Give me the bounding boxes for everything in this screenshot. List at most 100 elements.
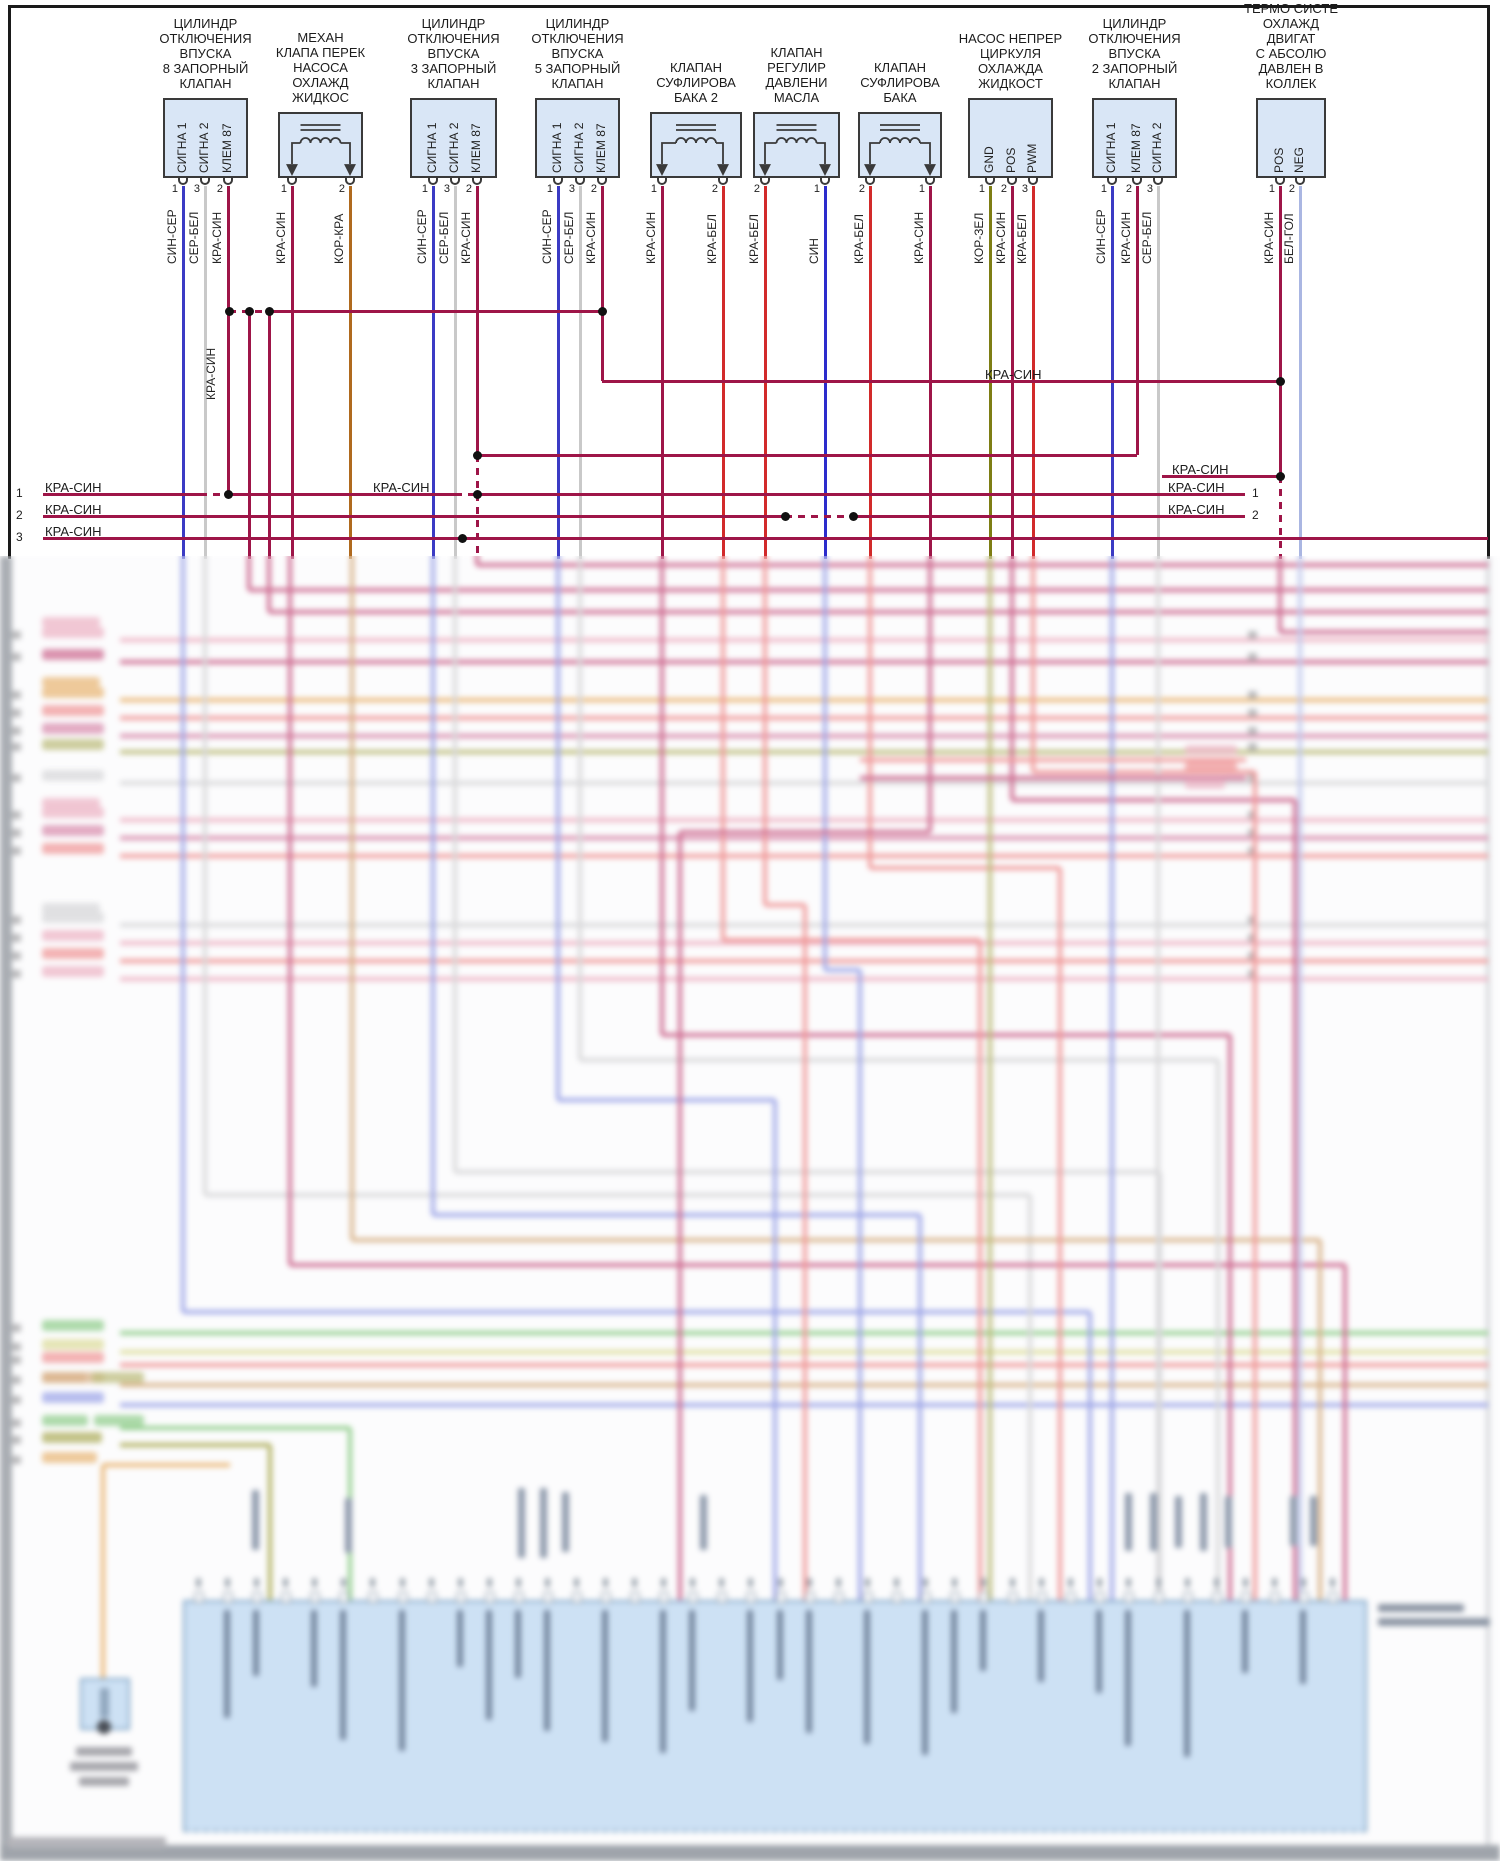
connector-claw-icon xyxy=(1028,178,1038,185)
pin-label: КЛЕМ 87 xyxy=(220,123,234,173)
ecu-pin-number-blurred xyxy=(428,1578,434,1587)
wire-blurred xyxy=(858,970,862,1604)
wire-blurred xyxy=(268,1445,272,1604)
connector-claw-icon xyxy=(1153,178,1163,185)
connector-claw-icon xyxy=(1007,178,1017,185)
ecu-pin-bump xyxy=(1269,1591,1280,1603)
component-title: ОХЛАЖД xyxy=(1262,16,1320,31)
frame-right-blurred xyxy=(1486,556,1490,1845)
component-title: МЕХАН xyxy=(297,30,344,45)
pin-wire-label-blurred xyxy=(1200,1493,1207,1551)
bus-wire-segment xyxy=(43,492,200,496)
junction-dot xyxy=(472,489,482,499)
ecu-pin-number-blurred xyxy=(515,1578,521,1587)
wire-label-chip-blurred xyxy=(42,807,104,818)
sensor-inner-symbol xyxy=(100,1688,109,1718)
component-title: ЦИРКУЛЯ xyxy=(979,46,1042,61)
wire-label-chip-blurred xyxy=(42,1432,102,1443)
wire-color-label: БЕЛ-ГОЛ xyxy=(1282,213,1296,264)
pin-label: СИГНА 2 xyxy=(447,122,461,173)
wire-label-chip-blurred xyxy=(42,966,104,977)
ecu-pin-label-blurred xyxy=(747,1610,754,1722)
ecu-pin-number-blurred xyxy=(283,1578,289,1587)
ecu-pin-label-blurred xyxy=(1183,1610,1190,1757)
wire-label-chip-blurred xyxy=(42,798,100,808)
wire-blurred xyxy=(1318,1240,1322,1604)
bus-wire-blurred xyxy=(120,781,1488,785)
wire-segment xyxy=(348,186,352,559)
junction-dot xyxy=(780,511,790,521)
bus-wire-segment xyxy=(602,379,1280,383)
ecu-pin-bump xyxy=(194,1591,204,1603)
ecu-pin-label-blurred xyxy=(863,1610,870,1744)
connector-claw-icon xyxy=(1107,178,1117,185)
pin-label: СИГНА 2 xyxy=(197,122,211,173)
ecu-pin-number-blurred xyxy=(225,1578,231,1587)
ecu-pin-number-blurred xyxy=(1126,1578,1132,1587)
ecu-pin-number-blurred xyxy=(922,1578,928,1587)
component-title: ОХЛАЖДА xyxy=(978,61,1043,76)
ecu-pin-bump xyxy=(1095,1591,1106,1603)
wire-label-chip-blurred xyxy=(42,677,100,687)
connector-claw-icon xyxy=(575,178,585,185)
component-title: 8 ЗАПОРНЫЙ xyxy=(162,61,249,76)
component-title: КЛАПА ПЕРЕК xyxy=(275,45,366,60)
ecu-pin-label-blurred xyxy=(311,1610,318,1687)
component-title: 5 ЗАПОРНЫЙ xyxy=(534,61,621,76)
wire-blurred xyxy=(1216,1060,1220,1604)
component-title: 3 ЗАПОРНЫЙ xyxy=(410,61,497,76)
ecu-pin-label-blurred xyxy=(980,1610,987,1671)
wire-label-chip-blurred xyxy=(1185,762,1237,772)
wire-blurred xyxy=(680,830,930,834)
connector-claw-icon xyxy=(553,178,563,185)
bus-label: КРА-СИН xyxy=(985,367,1042,382)
wire-segment xyxy=(556,186,560,559)
component-title: СУФЛИРОВА xyxy=(860,75,940,90)
pin-number: 1 xyxy=(421,183,428,195)
wire-color-label: КРА-СИН xyxy=(644,211,658,264)
pin-label: КЛЕМ 87 xyxy=(594,123,608,173)
component-title: С АБСОЛЮ xyxy=(1255,46,1327,61)
wire-blurred xyxy=(825,968,860,972)
wire-segment xyxy=(1031,186,1035,559)
wire-blurred xyxy=(678,832,682,1604)
line-number-blurred xyxy=(1248,709,1257,717)
wire-color-label: КОР-КРА xyxy=(332,213,346,264)
ecu-pin-bump xyxy=(1037,1591,1048,1603)
wire-color-label: КРА-БЕЛ xyxy=(1015,214,1029,264)
connector-claw-icon xyxy=(820,178,830,185)
junction-dot xyxy=(472,450,482,460)
wire-label-chip-blurred xyxy=(92,1372,144,1383)
pin-number: 3 xyxy=(1021,183,1028,195)
pin-wire-label-blurred xyxy=(1125,1493,1132,1551)
component-title: БАКА 2 xyxy=(673,90,718,105)
ecu-pin-bump xyxy=(310,1591,321,1603)
pin-number: 1 xyxy=(1100,183,1107,195)
wire-blurred xyxy=(431,556,435,1215)
pin-wire-label-blurred xyxy=(700,1495,707,1550)
wire-color-label: СИН-СЕР xyxy=(540,209,554,264)
ecu-pin-number-blurred xyxy=(690,1578,696,1587)
connector-claw-icon xyxy=(1295,178,1305,185)
ecu-pin-number-blurred xyxy=(196,1578,201,1587)
connector-claw-icon xyxy=(472,178,482,185)
wire-color-label: СЕР-БЕЛ xyxy=(1140,211,1154,264)
junction-dot xyxy=(244,306,254,316)
component-title: НАСОС НЕПРЕР xyxy=(958,31,1063,46)
wire-label-chip-blurred xyxy=(42,930,104,941)
bus-wire-segment xyxy=(247,311,251,559)
ecu-pin-label-blurred xyxy=(602,1610,609,1742)
line-number-blurred xyxy=(12,743,21,751)
wire-blurred xyxy=(350,556,354,1240)
pin-label: POS xyxy=(1004,147,1018,173)
wire-blurred xyxy=(1293,800,1297,1604)
wire-blurred xyxy=(803,905,807,1604)
ecu-pin-label-blurred xyxy=(805,1610,812,1733)
wire-blurred xyxy=(120,1443,270,1447)
wire-label-chip-blurred xyxy=(1185,779,1225,789)
bus-line-number: 3 xyxy=(16,530,23,544)
line-number-blurred xyxy=(1248,727,1257,735)
wire-color-label: КРА-СИН xyxy=(274,211,288,264)
wire-color-label: СИН-СЕР xyxy=(165,209,179,264)
bus-wire-segment xyxy=(43,514,785,518)
